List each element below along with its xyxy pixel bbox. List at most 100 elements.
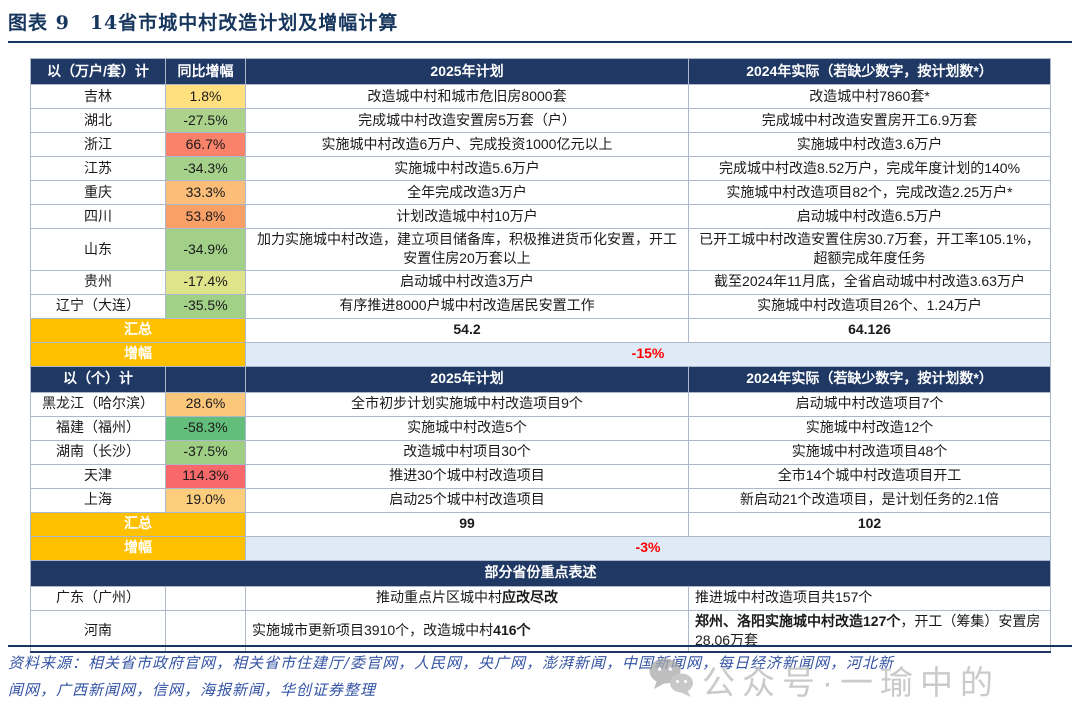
table-row: 以（万户/套）计 同比增幅 2025年计划 2024年实际（若缺少数字，按计划数*） [30, 58, 1051, 85]
growth-label-cell: 增幅 [30, 341, 246, 367]
table-row: 贵州 -17.4% 启动城中村改造3万户 截至2024年11月底，全省启动城中村改造3… [30, 269, 1051, 295]
table-header-cell: 2024年实际（若缺少数字，按计划数*） [688, 58, 1051, 85]
total-plan-cell: 99 [245, 511, 689, 537]
province-cell: 吉林 [30, 84, 166, 109]
province-cell: 山东 [30, 228, 166, 271]
province-cell: 黑龙江（哈尔滨） [30, 391, 166, 417]
plan-cell: 推进30个城中村改造项目 [245, 463, 689, 489]
table-row: 广东（广州） 推动重点片区城中村应改尽改 推进城中村改造项目共157个 [30, 585, 1051, 611]
plan-cell: 完成城中村改造安置房5万套（户） [245, 108, 689, 133]
growth-cell: 1.8% [165, 84, 246, 109]
growth-cell: 19.0% [165, 487, 246, 513]
table-header-cell: 以（个）计 [30, 365, 166, 393]
growth-cell: -35.5% [165, 293, 246, 319]
growth-cell-empty [165, 585, 246, 611]
plan-cell-segment: 应改尽改 [502, 589, 558, 606]
growth-value-cell: -3% [245, 535, 1051, 561]
table-row: 四川 53.8% 计划改造城中村10万户 启动城中村改造6.5万户 [30, 204, 1051, 229]
growth-cell: 28.6% [165, 391, 246, 417]
table-row: 增幅 -3% [30, 535, 1051, 561]
province-cell: 广东（广州） [30, 585, 166, 611]
plan-cell: 改造城中村项目30个 [245, 439, 689, 465]
plan-cell: 启动25个城中村改造项目 [245, 487, 689, 513]
table-row: 江苏 -34.3% 实施城中村改造5.6万户 完成城中村改造8.52万户，完成年度计划… [30, 156, 1051, 181]
actual-cell: 启动城中村改造项目7个 [688, 391, 1051, 417]
plan-cell: 有序推进8000户城中村改造居民安置工作 [245, 293, 689, 319]
total-actual-cell: 64.126 [688, 317, 1051, 343]
actual-cell: 完成城中村改造8.52万户，完成年度计划的140% [688, 156, 1051, 181]
plan-cell: 启动城中村改造3万户 [245, 269, 689, 295]
actual-cell: 截至2024年11月底，全省启动城中村改造3.63万户 [688, 269, 1051, 295]
actual-cell: 启动城中村改造6.5万户 [688, 204, 1051, 229]
plan-cell: 实施城中村改造5.6万户 [245, 156, 689, 181]
province-cell: 湖南（长沙） [30, 439, 166, 465]
table-header-cell: 同比增幅 [165, 58, 246, 85]
plan-cell: 实施城中村改造5个 [245, 415, 689, 441]
growth-label-cell: 增幅 [30, 535, 246, 561]
growth-value-cell: -15% [245, 341, 1051, 367]
province-cell: 辽宁（大连） [30, 293, 166, 319]
actual-cell: 推进城中村改造项目共157个 [688, 585, 1051, 611]
plan-cell: 改造城中村和城市危旧房8000套 [245, 84, 689, 109]
growth-cell: 66.7% [165, 132, 246, 157]
growth-cell: -37.5% [165, 439, 246, 465]
table-row: 以（个）计 2025年计划 2024年实际（若缺少数字，按计划数*） [30, 365, 1051, 393]
actual-cell-segment: ，开工（筹集）安置房28.06万套 [695, 612, 1041, 648]
growth-cell: 114.3% [165, 463, 246, 489]
table-header-cell: 2025年计划 [245, 365, 689, 393]
plan-cell: 推动重点片区城中村应改尽改 [245, 585, 689, 611]
table-header-cell: 以（万户/套）计 [30, 58, 166, 85]
section-band: 部分省份重点表述 [30, 559, 1051, 587]
table-row: 天津 114.3% 推进30个城中村改造项目 全市14个城中村改造项目开工 [30, 463, 1051, 489]
total-plan-cell: 54.2 [245, 317, 689, 343]
growth-cell: 53.8% [165, 204, 246, 229]
plan-cell: 全年完成改造3万户 [245, 180, 689, 205]
table-row: 吉林 1.8% 改造城中村和城市危旧房8000套 改造城中村7860套* [30, 84, 1051, 109]
footer-divider [8, 645, 1072, 647]
actual-cell: 实施城中村改造项目82个，完成改造2.25万户* [688, 180, 1051, 205]
table-header-cell: 2025年计划 [245, 58, 689, 85]
plan-cell: 全市初步计划实施城中村改造项目9个 [245, 391, 689, 417]
actual-cell-segment: 郑州、洛阳实施城中村改造127个 [695, 612, 901, 629]
growth-cell: -27.5% [165, 108, 246, 133]
main-table: 以（万户/套）计 同比增幅 2025年计划 2024年实际（若缺少数字，按计划数*）吉… [30, 58, 1051, 654]
total-label-cell: 汇总 [30, 511, 246, 537]
table-row: 部分省份重点表述 [30, 559, 1051, 587]
table-row: 汇总 99 102 [30, 511, 1051, 537]
source-note-line2: 闻网，广西新闻网，信网，海报新闻，华创证券整理 [8, 681, 377, 699]
plan-cell: 加力实施城中村改造，建立项目储备库，积极推进货币化安置，开工安置住房20万套以上 [245, 228, 689, 271]
actual-cell-segment: 推进城中村改造项目共157个 [695, 589, 873, 606]
province-cell: 江苏 [30, 156, 166, 181]
total-actual-cell: 102 [688, 511, 1051, 537]
province-cell: 重庆 [30, 180, 166, 205]
table-row: 重庆 33.3% 全年完成改造3万户 实施城中村改造项目82个，完成改造2.25万户* [30, 180, 1051, 205]
table-header-cell [165, 365, 246, 393]
table-row: 湖南（长沙） -37.5% 改造城中村项目30个 实施城中村改造项目48个 [30, 439, 1051, 465]
actual-cell: 改造城中村7860套* [688, 84, 1051, 109]
actual-cell: 已开工城中村改造安置住房30.7万套，开工率105.1%，超额完成年度任务 [688, 228, 1051, 271]
province-cell: 上海 [30, 487, 166, 513]
table-header-cell: 2024年实际（若缺少数字，按计划数*） [688, 365, 1051, 393]
table-row: 山东 -34.9% 加力实施城中村改造，建立项目储备库，积极推进货币化安置，开工安置… [30, 228, 1051, 271]
title-divider [8, 41, 1072, 43]
table-row: 黑龙江（哈尔滨） 28.6% 全市初步计划实施城中村改造项目9个 启动城中村改造项目7… [30, 391, 1051, 417]
table-row: 汇总 54.2 64.126 [30, 317, 1051, 343]
actual-cell: 新启动21个改造项目，是计划任务的2.1倍 [688, 487, 1051, 513]
actual-cell: 全市14个城中村改造项目开工 [688, 463, 1051, 489]
plan-cell-segment: 推动重点片区城中村 [376, 589, 502, 606]
actual-cell: 实施城中村改造项目26个、1.24万户 [688, 293, 1051, 319]
plan-cell: 实施城中村改造6万户、完成投资1000亿元以上 [245, 132, 689, 157]
table-row: 浙江 66.7% 实施城中村改造6万户、完成投资1000亿元以上 实施城中村改造3.6… [30, 132, 1051, 157]
actual-cell: 实施城中村改造项目48个 [688, 439, 1051, 465]
actual-cell: 完成城中村改造安置房开工6.9万套 [688, 108, 1051, 133]
table-row: 辽宁（大连） -35.5% 有序推进8000户城中村改造居民安置工作 实施城中村改造项… [30, 293, 1051, 319]
table-row: 福建（福州） -58.3% 实施城中村改造5个 实施城中村改造12个 [30, 415, 1051, 441]
province-cell: 天津 [30, 463, 166, 489]
source-note-line1: 资料来源：相关省市政府官网，相关省市住建厅/委官网，人民网，央广网，澎湃新闻，中… [8, 654, 895, 672]
plan-cell: 计划改造城中村10万户 [245, 204, 689, 229]
plan-cell-segment: 实施城市更新项目3910个，改造城中村 [252, 622, 494, 639]
table-row: 增幅 -15% [30, 341, 1051, 367]
growth-cell: -58.3% [165, 415, 246, 441]
growth-cell: -34.3% [165, 156, 246, 181]
province-cell: 福建（福州） [30, 415, 166, 441]
